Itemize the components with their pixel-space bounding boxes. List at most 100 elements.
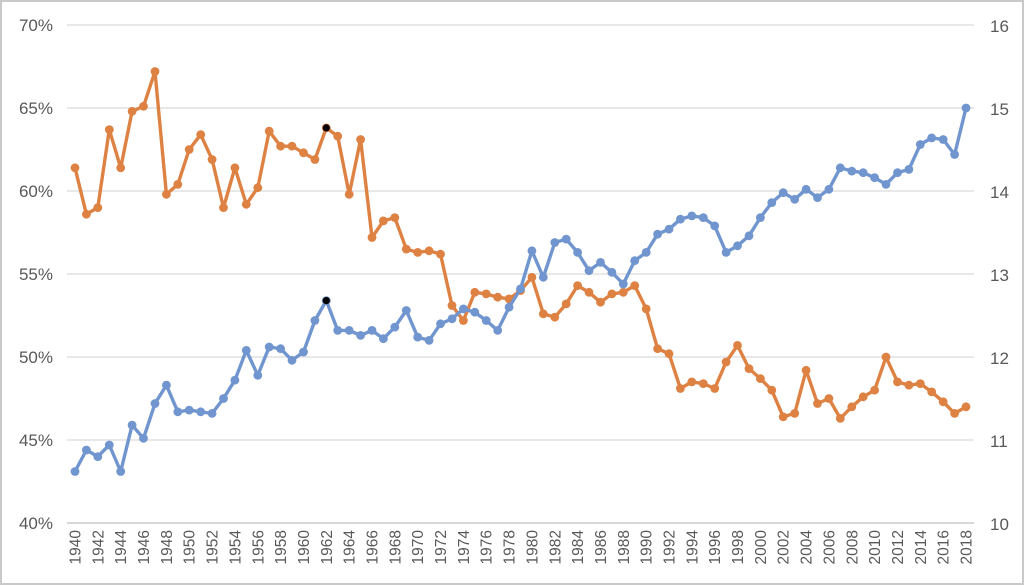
- blue-series-marker-1946: [139, 433, 148, 443]
- blue-series-marker-1945: [127, 420, 137, 430]
- x-axis-tick-label: 1964: [342, 530, 359, 565]
- x-axis-tick-label: 1994: [684, 530, 701, 565]
- orange-series-marker-1976: [481, 289, 491, 299]
- orange-series-marker-1980: [527, 272, 537, 282]
- right-axis-tick-label: 15: [990, 100, 1009, 119]
- blue-series-marker-2006: [824, 184, 834, 194]
- blue-series-marker-1943: [104, 440, 114, 450]
- x-axis-tick-label: 1966: [365, 530, 382, 564]
- blue-series-marker-2008: [847, 166, 857, 176]
- blue-series-marker-2001: [767, 198, 777, 208]
- orange-series-marker-2009: [858, 392, 868, 402]
- blue-series-marker-2015: [927, 133, 937, 143]
- x-axis-tick-label: 1962: [319, 530, 336, 564]
- blue-series-marker-1957: [264, 342, 274, 352]
- x-axis-tick-label: 1988: [616, 530, 633, 564]
- orange-series-marker-1940: [70, 163, 80, 173]
- blue-series-marker-1987: [607, 267, 617, 277]
- blue-series-marker-1983: [561, 234, 571, 244]
- blue-series-marker-2014: [915, 140, 925, 149]
- x-axis-tick-label: 1972: [433, 530, 450, 564]
- x-axis-tick-label: 2010: [867, 530, 884, 565]
- blue-series-marker-2004: [801, 184, 811, 194]
- orange-series-marker-1986: [596, 297, 605, 307]
- x-axis-tick-label: 1984: [570, 530, 587, 565]
- x-axis-tick-label: 2016: [936, 530, 953, 564]
- orange-series-marker-1998: [733, 341, 742, 350]
- blue-series-marker-1963: [333, 326, 343, 335]
- left-axis-tick-label: 65%: [19, 99, 53, 118]
- blue-series-marker-2000: [756, 213, 765, 223]
- right-axis-tick-label: 10: [990, 515, 1009, 534]
- orange-series-marker-1987: [607, 289, 617, 299]
- orange-series-marker-2003: [790, 409, 800, 418]
- orange-series-marker-2016: [938, 397, 948, 407]
- x-axis-tick-label: 1998: [730, 530, 747, 564]
- blue-series-marker-1981: [538, 272, 548, 282]
- x-axis-tick-label: 2008: [844, 530, 861, 564]
- blue-series-marker-1965: [356, 331, 365, 340]
- orange-series-marker-1957: [264, 126, 274, 136]
- blue-series-marker-1997: [721, 248, 731, 257]
- blue-series-marker-1976: [481, 316, 491, 325]
- blue-series-marker-1972: [436, 319, 445, 329]
- x-axis-tick-label: 1980: [524, 530, 541, 565]
- orange-series-marker-1977: [493, 292, 503, 302]
- right-axis-tick-label: 16: [990, 17, 1009, 36]
- orange-series-marker-1963: [333, 131, 343, 141]
- right-axis-tick-label: 11: [990, 432, 1008, 451]
- x-axis-tick-label: 1940: [68, 530, 85, 565]
- orange-series-marker-2017: [950, 409, 959, 418]
- blue-series-marker-1961: [310, 316, 320, 325]
- blue-series-marker-1947: [150, 399, 160, 408]
- x-axis-tick-label: 1958: [273, 530, 290, 564]
- orange-series-marker-2005: [813, 399, 822, 408]
- x-axis-tick-label: 2012: [890, 530, 907, 564]
- blue-series-marker-1967: [379, 334, 388, 344]
- blue-series-marker-1974: [459, 304, 468, 314]
- left-axis-tick-label: 40%: [19, 514, 53, 533]
- blue-series-marker-1982: [550, 238, 560, 247]
- x-axis-tick-label: 1978: [502, 530, 519, 564]
- orange-series-marker-1948: [162, 189, 171, 199]
- orange-series-marker-2007: [835, 414, 845, 423]
- x-axis-tick-label: 1982: [547, 530, 564, 564]
- blue-series-marker-1995: [698, 213, 708, 223]
- blue-series-marker-1942: [93, 452, 103, 461]
- blue-series-marker-2005: [813, 193, 822, 203]
- blue-series-marker-2016: [938, 135, 948, 144]
- blue-series-marker-2012: [893, 168, 902, 178]
- orange-series-marker-1983: [561, 299, 571, 309]
- blue-series-marker-1956: [253, 370, 263, 380]
- orange-series-marker-1945: [127, 106, 137, 116]
- orange-series-marker-1995: [698, 379, 708, 388]
- blue-series-marker-2011: [881, 180, 891, 189]
- highlighted-point-blue-series-1962: [322, 297, 330, 305]
- blue-series-marker-1979: [516, 284, 525, 294]
- orange-series-marker-1985: [584, 287, 594, 297]
- blue-series-marker-1959: [287, 355, 297, 365]
- orange-series-marker-1952: [207, 155, 217, 164]
- orange-series-marker-1992: [664, 349, 674, 359]
- x-axis-tick-label: 1942: [90, 530, 107, 564]
- blue-series-marker-1990: [641, 248, 651, 257]
- blue-series-marker-1949: [173, 407, 183, 417]
- blue-series-marker-1948: [162, 380, 171, 390]
- blue-series-marker-1996: [710, 221, 720, 231]
- x-axis-tick-label: 1956: [250, 530, 267, 564]
- orange-series-marker-1947: [150, 67, 160, 76]
- blue-series-marker-1951: [196, 407, 206, 417]
- orange-series-marker-2004: [801, 365, 811, 375]
- x-axis-tick-label: 2000: [753, 530, 770, 565]
- left-axis-tick-label: 60%: [19, 182, 53, 201]
- highlighted-point-orange-series-1962: [322, 124, 330, 132]
- x-axis-tick-label: 2006: [821, 530, 838, 564]
- blue-series-marker-1973: [447, 314, 457, 324]
- left-axis-tick-label: 70%: [19, 16, 53, 35]
- orange-series-marker-1993: [676, 384, 685, 393]
- x-axis-tick-label: 1944: [113, 530, 130, 565]
- orange-series-marker-2015: [927, 387, 937, 397]
- x-axis-tick-label: 1960: [296, 530, 313, 565]
- x-axis-tick-label: 1952: [205, 530, 222, 564]
